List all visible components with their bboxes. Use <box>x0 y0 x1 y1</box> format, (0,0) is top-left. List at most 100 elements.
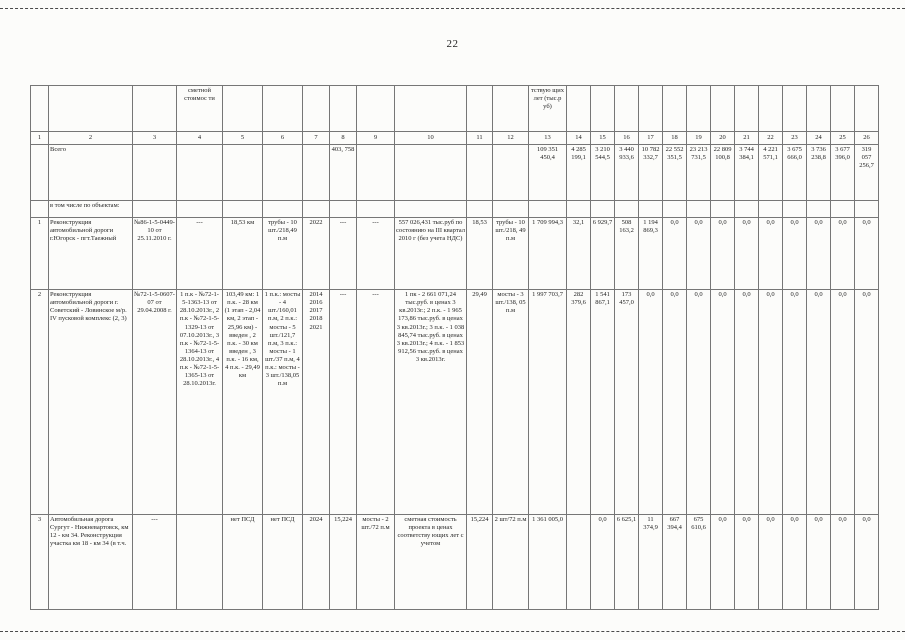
table-cell <box>48 85 133 132</box>
table-cell: 0,0 <box>710 289 735 515</box>
table-cell <box>734 85 759 132</box>
table-cell: 29,49 <box>466 289 493 515</box>
table-cell: трубы - 10 шт./218, 49 п.м <box>492 217 529 290</box>
table-row-object: 3 Автомобильная дорога Сургут - Нижневарт… <box>30 514 879 610</box>
table-cell <box>356 85 395 132</box>
table-cell: №72-1-5-0607-07 от 29.04.2008 г. <box>132 289 177 515</box>
table-cell: 11 <box>466 131 493 145</box>
table-cell: 17 <box>638 131 663 145</box>
table-cell: 15,224 <box>329 514 357 610</box>
table-cell: 1 п.к - №72-1-5-1363-13 от 28.10.2013г.,… <box>176 289 223 515</box>
table-cell: 23 213 731,5 <box>686 144 711 201</box>
table-cell <box>686 200 711 218</box>
table-cell <box>492 200 529 218</box>
table-cell <box>710 200 735 218</box>
table-row-header-partial: сметной стоимос ти тствую щих лет (тыс.р … <box>30 85 879 132</box>
table-cell: 2022 <box>302 217 330 290</box>
table-cell: 0,0 <box>854 289 879 515</box>
table-cell: 557 026,431 тыс.руб по состоянию на III … <box>394 217 467 290</box>
table-cell <box>394 200 467 218</box>
table-row-subheading: в том числе по объектам: <box>30 200 879 218</box>
table-cell: 0,0 <box>782 217 807 290</box>
projects-table-body: сметной стоимос ти тствую щих лет (тыс.р … <box>30 85 879 610</box>
table-cell <box>132 200 177 218</box>
table-cell <box>492 85 529 132</box>
table-cell: 3 210 544,5 <box>590 144 615 201</box>
table-row-total: Всего 403, 758 109 351 450,4 4 285 199,1 3 2… <box>30 144 879 201</box>
table-cell <box>394 144 467 201</box>
table-cell: 3 744 384,1 <box>734 144 759 201</box>
table-cell: 7 <box>302 131 330 145</box>
table-cell: 0,0 <box>830 514 855 610</box>
table-cell <box>830 85 855 132</box>
table-cell: 0,0 <box>782 514 807 610</box>
table-cell: 0,0 <box>734 289 759 515</box>
table-cell: 1 997 703,7 <box>528 289 567 515</box>
table-cell: 4 285 199,1 <box>566 144 591 201</box>
table-cell: 0,0 <box>734 514 759 610</box>
table-cell <box>806 200 831 218</box>
table-row-object: 2 Реконструкция автомобильной дороги г. С… <box>30 289 879 515</box>
table-cell: 0,0 <box>662 289 687 515</box>
table-cell: 0,0 <box>734 217 759 290</box>
table-cell: 11 374,9 <box>638 514 663 610</box>
table-cell <box>734 200 759 218</box>
table-cell: --- <box>132 514 177 610</box>
table-cell <box>466 144 493 201</box>
table-cell: --- <box>329 217 357 290</box>
table-cell: 319 057 256,7 <box>854 144 879 201</box>
table-cell: Реконструкция автомобильной дороги г.Юго… <box>48 217 133 290</box>
table-cell: Всего <box>48 144 133 201</box>
table-cell: 2 <box>48 131 133 145</box>
table-cell <box>830 200 855 218</box>
table-cell: 0,0 <box>638 289 663 515</box>
table-cell: нет ПСД <box>222 514 263 610</box>
table-cell <box>528 200 567 218</box>
table-cell: 3 <box>30 514 49 610</box>
table-cell <box>30 144 49 201</box>
table-cell <box>176 200 223 218</box>
table-cell: 103,49 км: 1 п.к. - 28 км (1 этап - 2,04… <box>222 289 263 515</box>
table-cell: 12 <box>492 131 529 145</box>
table-cell <box>638 85 663 132</box>
table-cell <box>302 85 330 132</box>
table-cell: 19 <box>686 131 711 145</box>
table-cell: 24 <box>806 131 831 145</box>
table-cell: 15,224 <box>466 514 493 610</box>
table-cell: 2 <box>30 289 49 515</box>
table-cell: 18 <box>662 131 687 145</box>
table-cell: 5 <box>222 131 263 145</box>
table-cell: 1 361 005,0 <box>528 514 567 610</box>
table-cell: 22 552 351,5 <box>662 144 687 201</box>
table-cell: 6 625,1 <box>614 514 639 610</box>
table-cell: 10 <box>394 131 467 145</box>
table-cell <box>806 85 831 132</box>
table-cell <box>854 200 879 218</box>
table-cell: 2024 <box>302 514 330 610</box>
table-cell: 32,1 <box>566 217 591 290</box>
table-cell <box>590 85 615 132</box>
table-cell <box>262 144 303 201</box>
table-cell: 3 <box>132 131 177 145</box>
table-cell: 0,0 <box>662 217 687 290</box>
table-cell: 508 163,2 <box>614 217 639 290</box>
table-cell <box>356 144 395 201</box>
table-cell <box>614 85 639 132</box>
table-cell: 16 <box>614 131 639 145</box>
table-cell <box>222 144 263 201</box>
table-cell: 0,0 <box>782 289 807 515</box>
table-cell: 0,0 <box>806 514 831 610</box>
table-cell: 0,0 <box>854 217 879 290</box>
table-cell <box>782 200 807 218</box>
table-cell: 0,0 <box>758 289 783 515</box>
table-row-column-numbers: 1 2 3 4 5 6 7 8 9 10 11 12 13 14 15 16 17 18 19 20 21 22 23 24 2… <box>30 131 879 145</box>
table-cell: 1 194 869,3 <box>638 217 663 290</box>
table-cell: 26 <box>854 131 879 145</box>
table-cell: 2014 2016 2017 2018 2021 <box>302 289 330 515</box>
table-cell <box>614 200 639 218</box>
table-cell <box>566 200 591 218</box>
projects-table: сметной стоимос ти тствую щих лет (тыс.р … <box>30 85 879 610</box>
table-cell: трубы - 10 шт./218,49 п.м <box>262 217 303 290</box>
table-cell <box>466 85 493 132</box>
table-cell: 3 736 238,8 <box>806 144 831 201</box>
